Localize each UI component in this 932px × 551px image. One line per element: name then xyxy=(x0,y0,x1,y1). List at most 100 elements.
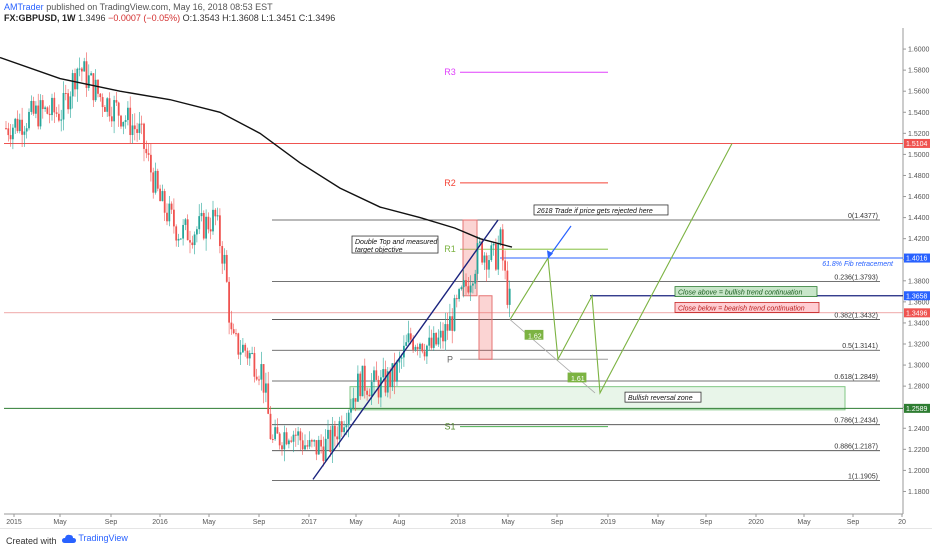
candle-body xyxy=(51,97,53,116)
ext-162-label: 1.62 xyxy=(524,329,544,340)
candle-body xyxy=(357,373,359,402)
candle-body xyxy=(426,345,428,357)
candle-body xyxy=(122,121,125,127)
projection-path xyxy=(509,143,733,395)
fib-level-label: 0.236(1.3793) xyxy=(834,275,878,282)
candle-body xyxy=(196,229,198,235)
candle-body xyxy=(12,127,14,140)
candle-body xyxy=(246,350,249,359)
candle-body xyxy=(322,446,325,462)
x-tick-label: May xyxy=(651,519,665,526)
candle-body xyxy=(375,370,378,380)
price-badge-bg xyxy=(904,403,930,413)
candle-body xyxy=(209,229,212,232)
candle-body xyxy=(299,431,302,441)
candle-body xyxy=(267,383,270,414)
y-tick-label: 1.2000 xyxy=(908,468,930,475)
candle-body xyxy=(225,254,228,282)
candle-body xyxy=(55,112,58,114)
candle-body xyxy=(7,128,10,136)
candle-body xyxy=(350,408,352,413)
candle-body xyxy=(131,125,134,136)
price-badge-bg xyxy=(904,138,930,148)
candle-body xyxy=(64,93,67,95)
y-tick-label: 1.3200 xyxy=(908,342,930,349)
price-chart[interactable]: 1.6000 1.5800 1.5600 1.5400 1.5200 1.5000 1.48… xyxy=(0,0,932,528)
candle-body xyxy=(193,234,196,246)
candle-body xyxy=(451,316,454,331)
candle-body xyxy=(230,322,233,330)
candle-body xyxy=(334,425,336,437)
fib-level-label: 0.618(1.2849) xyxy=(834,374,878,381)
candle-body xyxy=(214,209,217,217)
candle-body xyxy=(492,243,495,246)
candle-body xyxy=(506,270,509,305)
candle-body xyxy=(145,148,148,154)
candle-body xyxy=(175,226,178,241)
fib-level-label: 0.5(1.3141) xyxy=(842,343,878,350)
candle-body xyxy=(363,365,366,391)
x-tick-label: 20 xyxy=(898,519,906,526)
candle-body xyxy=(481,241,483,263)
x-tick-label: 2020 xyxy=(748,519,764,526)
candle-body xyxy=(421,343,424,352)
candle-body xyxy=(113,100,115,122)
last-price: 1.3496 xyxy=(78,13,106,23)
candle-body xyxy=(237,333,240,355)
candle-body xyxy=(81,68,83,72)
price-badge: 1.2589 xyxy=(904,403,930,413)
candle-body xyxy=(414,346,417,350)
candle-body xyxy=(37,105,40,127)
ext-162-label-box xyxy=(524,329,544,340)
candle-body xyxy=(173,209,175,227)
candle-body xyxy=(324,438,327,462)
candle-body xyxy=(136,129,138,133)
candle-body xyxy=(235,333,237,335)
candle-body xyxy=(124,120,127,122)
candle-body xyxy=(39,100,42,127)
candle-body xyxy=(244,344,247,351)
publish-line: AMTrader published on TradingView.com, M… xyxy=(4,2,335,13)
candle-body xyxy=(462,280,465,288)
candle-body xyxy=(354,398,357,402)
y-tick-label: 1.3800 xyxy=(908,278,930,285)
close-above-note-box xyxy=(674,286,818,297)
trade-note-text: 2618 Trade if price gets rejected here xyxy=(536,208,653,215)
candle-body xyxy=(108,98,111,117)
candle-body xyxy=(478,241,481,244)
candle-body xyxy=(189,240,191,243)
symbol-label[interactable]: FX:GBPUSD, 1W xyxy=(4,13,76,23)
candle-body xyxy=(161,191,164,202)
candle-body xyxy=(449,316,451,331)
candle-body xyxy=(488,260,490,270)
candle-body xyxy=(281,445,283,450)
candle-body xyxy=(370,381,373,397)
tradingview-logo[interactable]: TradingView xyxy=(62,533,128,544)
candle-body xyxy=(205,216,207,239)
candle-body xyxy=(18,119,21,132)
candle-body xyxy=(87,75,90,88)
candle-body xyxy=(41,100,44,110)
reversal-zone-note-text: Bullish reversal zone xyxy=(628,395,693,402)
x-tick-label: Sep xyxy=(700,519,713,526)
candle-body xyxy=(216,215,219,217)
cloud-icon xyxy=(62,534,76,543)
candle-body xyxy=(416,346,419,350)
candle-body xyxy=(474,273,477,284)
candle-body xyxy=(44,107,46,110)
candle-body xyxy=(223,254,226,264)
candle-body xyxy=(308,440,311,447)
candle-body xyxy=(460,287,463,290)
candle-body xyxy=(274,427,276,440)
candle-body xyxy=(32,100,35,114)
author-link[interactable]: AMTrader xyxy=(4,2,44,12)
double-top-note-text: target objective xyxy=(355,247,403,254)
candle-body xyxy=(467,286,470,293)
candle-body xyxy=(483,255,486,263)
candle-body xyxy=(228,281,230,323)
candle-body xyxy=(248,353,251,359)
candle-body xyxy=(78,68,81,70)
candles xyxy=(5,52,511,467)
price-badge-label: 1.2589 xyxy=(906,406,928,413)
trade-arrow-head xyxy=(547,250,553,259)
